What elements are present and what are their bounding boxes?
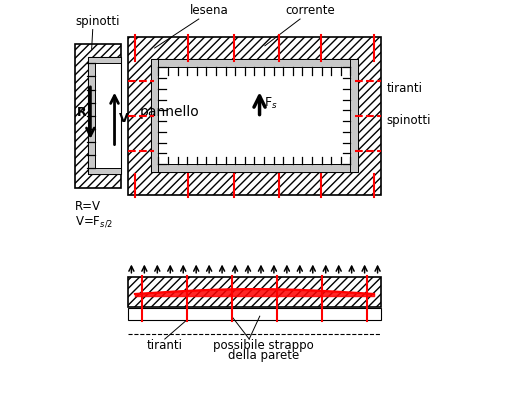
Bar: [151, 59, 358, 172]
Text: pannello: pannello: [140, 105, 200, 119]
Text: corrente: corrente: [285, 4, 335, 17]
Bar: [75, 44, 121, 188]
Text: F$_s$: F$_s$: [264, 96, 278, 111]
Bar: [89, 57, 95, 175]
Bar: [89, 57, 121, 63]
Text: spinotti: spinotti: [75, 15, 120, 28]
Bar: [89, 168, 121, 175]
Bar: [151, 59, 158, 172]
Bar: [151, 164, 358, 172]
Text: V=F$_{s/2}$: V=F$_{s/2}$: [75, 214, 113, 229]
Bar: [128, 278, 381, 307]
Bar: [151, 59, 358, 67]
Text: lesena: lesena: [189, 4, 228, 17]
Text: V: V: [119, 112, 128, 125]
Bar: [128, 36, 381, 195]
Text: tiranti: tiranti: [386, 82, 423, 95]
Text: della parete: della parete: [228, 349, 299, 362]
Text: spinotti: spinotti: [386, 114, 431, 127]
Text: tiranti: tiranti: [147, 339, 183, 352]
Bar: [350, 59, 358, 172]
Bar: [89, 57, 121, 175]
Text: possibile strappo: possibile strappo: [213, 339, 314, 352]
Text: R=V: R=V: [75, 200, 101, 213]
Bar: [128, 308, 381, 320]
Text: R: R: [76, 107, 86, 119]
